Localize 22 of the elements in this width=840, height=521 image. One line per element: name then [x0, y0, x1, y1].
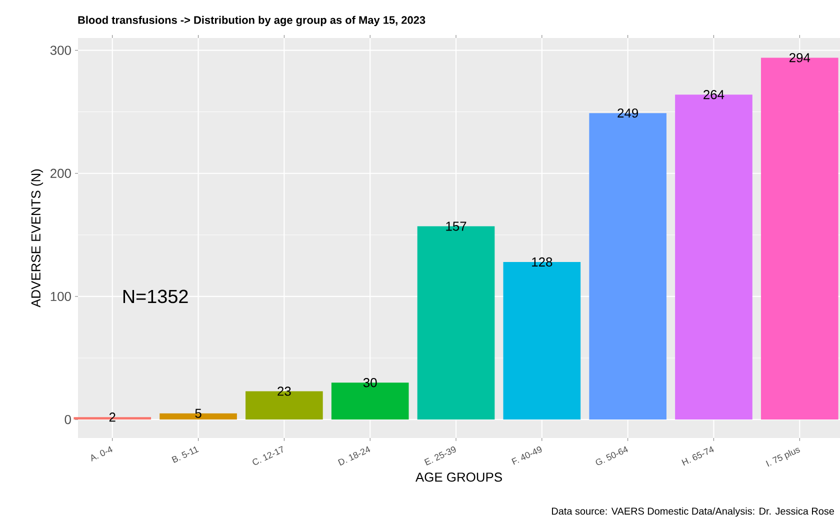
x-tick-label: B. 5-11: [172, 446, 199, 463]
x-tick-label: I. 75 plus: [766, 448, 800, 467]
x-axis-title: AGE GROUPS: [416, 472, 502, 482]
annotation: N=1352: [123, 290, 188, 304]
data-label: 2: [109, 412, 116, 422]
chart-title: Blood transfusions -> Distribution by age group as of May 15, 2023: [78, 16, 426, 26]
data-label: 249: [618, 108, 638, 118]
y-tick-label: 0: [64, 414, 71, 424]
y-tick-label: 200: [50, 168, 71, 178]
x-tick-label: A. 0-4: [91, 446, 112, 462]
y-axis-title: ADVERSE EVENTS (N): [30, 169, 44, 308]
y-tick-label: 300: [50, 46, 71, 55]
data-label: 294: [789, 53, 810, 62]
y-tick-label: 100: [50, 292, 71, 302]
x-tick-label: F. 40-49: [512, 446, 542, 465]
x-tick-label: E. 25-39: [424, 446, 456, 466]
x-tick-label: H. 65-74: [682, 446, 714, 466]
source-note: Data source: VAERS Domestic Data/Analysis: Dr. Jessica Rose: [552, 507, 834, 517]
x-tick-label: G. 50-64: [596, 446, 628, 466]
x-tick-label: D. 18-24: [338, 446, 370, 466]
data-label: 264: [704, 90, 724, 100]
x-tick-label: C. 12-17: [252, 446, 283, 465]
